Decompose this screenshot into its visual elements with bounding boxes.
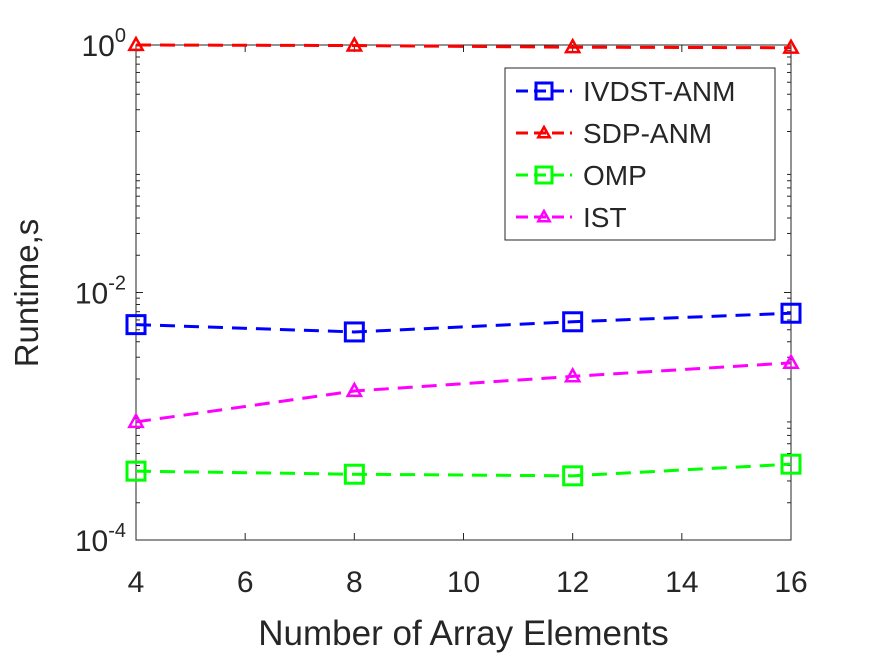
data-point: [343, 321, 365, 343]
series-line: [135, 43, 792, 50]
legend-label: SDP-ANM: [583, 118, 712, 149]
data-point: [536, 208, 552, 223]
legend: IVDST-ANM SDP-ANM OMP IST: [504, 67, 776, 241]
data-point: [562, 465, 584, 487]
data-point: [534, 165, 554, 185]
series-sdp-anm: [127, 35, 800, 54]
data-point: [534, 81, 554, 101]
x-axis-label: Number of Array Elements: [258, 614, 668, 653]
data-point: [782, 353, 800, 370]
legend-box: [504, 67, 776, 241]
x-tick-label: 16: [774, 566, 807, 599]
data-point: [563, 366, 582, 383]
y-tick-label: 10-4: [75, 520, 126, 558]
legend-item: IST: [516, 202, 627, 233]
legend-item: OMP: [516, 160, 647, 191]
data-point: [345, 35, 364, 52]
data-point: [127, 35, 145, 52]
data-point: [780, 453, 802, 475]
x-tick-label: 10: [447, 566, 480, 599]
data-point: [125, 460, 147, 482]
data-point: [563, 37, 582, 54]
x-tick-label: 4: [128, 566, 145, 599]
minor-ticks: [136, 50, 791, 504]
series-layer: [125, 35, 802, 487]
series-line: [135, 361, 792, 424]
y-axis-label: Runtime,s: [8, 219, 45, 368]
data-point: [345, 381, 364, 398]
x-tick-labels: 4 6 8 10 12 14 16: [128, 566, 808, 599]
data-point: [780, 302, 802, 324]
data-point: [782, 38, 800, 54]
y-tick-label: 100: [82, 25, 127, 63]
series-line: [135, 462, 792, 478]
data-point: [343, 463, 365, 485]
data-point: [125, 314, 147, 336]
x-tick-label: 8: [346, 566, 363, 599]
x-tick-label: 12: [556, 566, 589, 599]
y-tick-labels: 10-4 10-2 100: [75, 25, 126, 558]
legend-item: SDP-ANM: [516, 118, 712, 149]
series-ivdst-anm: [125, 302, 802, 343]
series-ist: [127, 353, 800, 429]
data-point: [562, 311, 584, 333]
legend-item: IVDST-ANM: [516, 76, 735, 107]
legend-label: IVDST-ANM: [583, 76, 735, 107]
x-tick-label: 6: [237, 566, 254, 599]
x-tick-label: 14: [665, 566, 698, 599]
series-omp: [125, 453, 802, 487]
legend-label: IST: [583, 202, 627, 233]
data-point: [536, 124, 552, 139]
legend-label: OMP: [583, 160, 647, 191]
data-point: [127, 412, 145, 429]
y-tick-label: 10-2: [75, 273, 126, 311]
series-line: [135, 311, 792, 334]
